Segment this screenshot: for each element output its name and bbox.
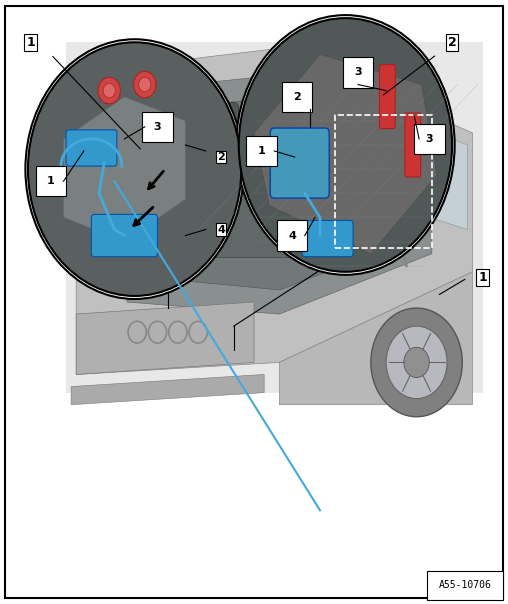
Polygon shape xyxy=(152,97,406,290)
Text: 1: 1 xyxy=(478,271,487,284)
Text: 2: 2 xyxy=(448,36,457,49)
Text: 1: 1 xyxy=(258,146,266,156)
FancyBboxPatch shape xyxy=(343,57,373,88)
Circle shape xyxy=(239,18,452,272)
Polygon shape xyxy=(127,72,432,314)
FancyBboxPatch shape xyxy=(66,42,483,393)
Polygon shape xyxy=(254,54,437,254)
Circle shape xyxy=(103,83,115,98)
FancyBboxPatch shape xyxy=(175,142,323,257)
Circle shape xyxy=(371,308,462,417)
FancyBboxPatch shape xyxy=(427,571,503,600)
Text: 3: 3 xyxy=(354,68,362,77)
FancyBboxPatch shape xyxy=(66,130,117,166)
Text: 2: 2 xyxy=(217,152,225,162)
Circle shape xyxy=(98,77,120,104)
Polygon shape xyxy=(76,48,472,374)
FancyBboxPatch shape xyxy=(142,112,173,142)
Text: 3: 3 xyxy=(153,122,162,132)
Circle shape xyxy=(236,15,455,275)
Polygon shape xyxy=(76,302,254,374)
FancyBboxPatch shape xyxy=(5,6,503,598)
Text: 3: 3 xyxy=(425,134,433,144)
Circle shape xyxy=(134,71,156,98)
FancyBboxPatch shape xyxy=(36,166,66,196)
FancyBboxPatch shape xyxy=(302,220,353,257)
Text: 2: 2 xyxy=(293,92,301,101)
Circle shape xyxy=(28,42,241,296)
Circle shape xyxy=(25,39,244,299)
Polygon shape xyxy=(64,97,185,242)
Circle shape xyxy=(386,326,447,399)
Circle shape xyxy=(404,347,429,378)
FancyBboxPatch shape xyxy=(246,136,277,166)
Text: 4: 4 xyxy=(288,231,296,240)
Text: 4: 4 xyxy=(217,225,225,234)
FancyBboxPatch shape xyxy=(91,214,157,257)
Text: 1: 1 xyxy=(26,36,35,49)
Text: 1: 1 xyxy=(47,176,55,186)
Text: A55-10706: A55-10706 xyxy=(438,580,491,590)
Polygon shape xyxy=(279,72,467,230)
FancyBboxPatch shape xyxy=(277,220,307,251)
Circle shape xyxy=(139,77,151,92)
Polygon shape xyxy=(71,374,264,405)
FancyBboxPatch shape xyxy=(282,82,312,112)
Polygon shape xyxy=(279,272,472,405)
FancyBboxPatch shape xyxy=(188,103,239,151)
FancyBboxPatch shape xyxy=(379,65,395,129)
FancyBboxPatch shape xyxy=(270,128,329,198)
FancyBboxPatch shape xyxy=(405,113,421,177)
FancyBboxPatch shape xyxy=(414,124,444,154)
